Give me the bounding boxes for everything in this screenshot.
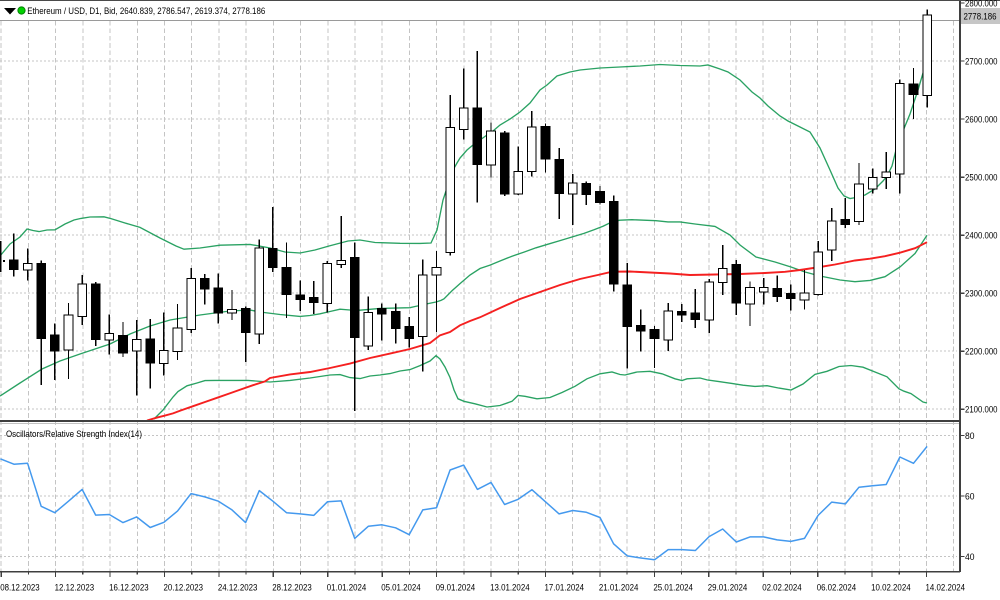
svg-text:2100.000: 2100.000 — [965, 405, 998, 416]
svg-text:2700.000: 2700.000 — [965, 57, 998, 68]
svg-text:29.01.2024: 29.01.2024 — [708, 583, 748, 594]
svg-text:2400.000: 2400.000 — [965, 231, 998, 242]
svg-text:13.01.2024: 13.01.2024 — [490, 583, 529, 594]
svg-text:2200.000: 2200.000 — [965, 347, 998, 358]
svg-text:28.12.2023: 28.12.2023 — [272, 583, 312, 594]
svg-text:2600.000: 2600.000 — [965, 115, 998, 126]
svg-text:2500.000: 2500.000 — [965, 173, 998, 184]
svg-text:24.12.2023: 24.12.2023 — [218, 583, 258, 594]
svg-text:21.01.2024: 21.01.2024 — [599, 583, 639, 594]
svg-text:02.02.2024: 02.02.2024 — [762, 583, 802, 594]
svg-text:20.12.2023: 20.12.2023 — [164, 583, 204, 594]
svg-text:80: 80 — [965, 431, 975, 442]
svg-text:14.02.2024: 14.02.2024 — [926, 583, 966, 594]
svg-text:09.01.2024: 09.01.2024 — [436, 583, 476, 594]
svg-text:01.01.2024: 01.01.2024 — [327, 583, 367, 594]
svg-text:60: 60 — [965, 492, 975, 503]
svg-text:2300.000: 2300.000 — [965, 289, 998, 300]
svg-text:2800.000: 2800.000 — [965, 0, 998, 10]
svg-text:16.12.2023: 16.12.2023 — [109, 583, 149, 594]
svg-text:40: 40 — [965, 552, 975, 563]
svg-text:17.01.2024: 17.01.2024 — [545, 583, 585, 594]
svg-text:Ethereum / USD, D1, Bid, 2640.: Ethereum / USD, D1, Bid, 2640.839, 2786.… — [27, 6, 265, 17]
svg-text:Oscillators/Relative Strength: Oscillators/Relative Strength Index(14) — [6, 429, 142, 440]
svg-text:05.01.2024: 05.01.2024 — [381, 583, 421, 594]
svg-text:25.01.2024: 25.01.2024 — [653, 583, 693, 594]
svg-text:10.02.2024: 10.02.2024 — [871, 583, 911, 594]
svg-text:12.12.2023: 12.12.2023 — [55, 583, 95, 594]
svg-text:08.12.2023: 08.12.2023 — [0, 583, 40, 594]
svg-text:2778.186: 2778.186 — [964, 12, 997, 23]
svg-text:06.02.2024: 06.02.2024 — [817, 583, 857, 594]
